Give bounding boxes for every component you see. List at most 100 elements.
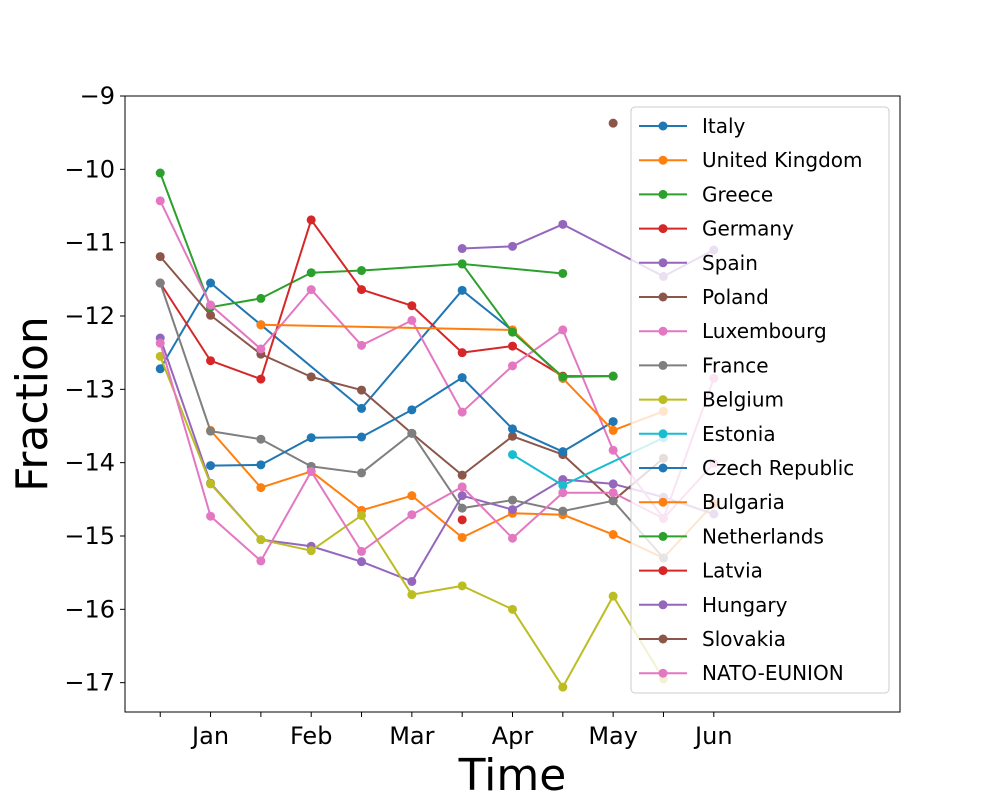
data-point	[256, 460, 266, 470]
legend-marker	[658, 155, 668, 165]
legend-item-nato-eunion: NATO-EUNION	[639, 661, 844, 685]
series-germany	[155, 215, 618, 384]
data-point	[508, 533, 517, 543]
data-point	[457, 532, 467, 542]
data-point	[508, 327, 517, 337]
x-tick-label: Apr	[492, 722, 534, 750]
legend-item-latvia: Latvia	[639, 559, 763, 583]
data-point	[357, 510, 367, 520]
data-point	[357, 468, 367, 478]
data-point	[608, 530, 618, 540]
series-line	[159, 255, 665, 502]
series-netherlands	[457, 259, 618, 382]
data-point	[357, 266, 367, 276]
legend-marker	[658, 395, 668, 405]
legend-marker	[658, 258, 668, 268]
legend-item-greece: Greece	[639, 182, 773, 206]
legend-marker	[658, 429, 668, 439]
legend-item-netherlands: Netherlands	[639, 524, 824, 548]
data-point	[508, 431, 517, 441]
legend: Italy United Kingdom Greece Germany Spain Pol…	[630, 106, 890, 694]
series-line	[159, 218, 614, 381]
series-czech-republic	[206, 373, 618, 471]
series-slovakia	[608, 118, 618, 128]
data-point	[206, 310, 216, 320]
data-point	[206, 511, 216, 521]
legend-label: Latvia	[702, 559, 763, 583]
data-point	[407, 576, 417, 586]
series-belgium	[155, 351, 668, 692]
data-point	[508, 450, 517, 460]
data-point	[608, 118, 618, 128]
data-point	[256, 320, 266, 330]
legend-marker	[658, 531, 668, 541]
data-point	[457, 285, 467, 295]
legend-label: Czech Republic	[702, 456, 854, 480]
data-point	[558, 488, 568, 498]
data-point	[306, 215, 316, 225]
data-point	[558, 268, 568, 278]
x-tick-label: Jun	[693, 722, 733, 750]
legend-label: France	[702, 353, 769, 377]
data-point	[357, 385, 367, 395]
data-point	[608, 417, 618, 427]
data-point	[407, 510, 417, 520]
data-point	[457, 407, 467, 417]
data-point	[457, 503, 467, 513]
data-point	[457, 348, 467, 358]
data-point	[407, 301, 417, 311]
legend-item-united-kingdom: United Kingdom	[639, 148, 863, 172]
data-point	[206, 300, 216, 310]
x-tick-label: Jan	[190, 722, 229, 750]
series-line	[461, 263, 614, 378]
data-point	[558, 480, 568, 490]
data-point	[457, 482, 467, 492]
legend-item-slovakia: Slovakia	[639, 627, 786, 651]
data-point	[457, 470, 467, 480]
data-point	[407, 315, 417, 325]
data-point	[357, 557, 367, 567]
data-point	[608, 445, 618, 455]
data-point	[457, 581, 467, 591]
data-point	[155, 252, 165, 262]
data-point	[457, 515, 467, 525]
data-point	[608, 371, 618, 381]
y-tick-label: −17	[64, 669, 115, 697]
data-point	[206, 426, 216, 436]
legend-marker	[658, 600, 668, 610]
data-point	[256, 535, 266, 545]
y-tick-label: −15	[64, 522, 115, 550]
data-point	[508, 505, 517, 515]
data-point	[256, 344, 266, 354]
legend-marker	[658, 566, 668, 576]
data-point	[306, 285, 316, 295]
data-point	[457, 491, 467, 501]
data-point	[457, 373, 467, 383]
legend-marker	[658, 189, 668, 199]
x-tick-label: May	[588, 722, 638, 750]
y-tick-label: −12	[64, 302, 115, 330]
legend-label: Estonia	[702, 422, 776, 446]
series-layer	[155, 118, 719, 692]
legend-marker	[658, 360, 668, 370]
legend-item-italy: Italy	[639, 114, 746, 138]
data-point	[508, 604, 517, 614]
legend-box	[630, 106, 890, 694]
data-point	[256, 374, 266, 384]
legend-item-spain: Spain	[639, 251, 758, 275]
data-point	[306, 268, 316, 278]
data-point	[306, 372, 316, 382]
legend-marker	[658, 326, 668, 336]
data-point	[155, 168, 165, 178]
data-point	[508, 495, 517, 505]
series-line	[159, 342, 715, 562]
data-point	[155, 278, 165, 288]
legend-marker	[658, 224, 668, 234]
data-point	[357, 432, 367, 442]
legend-label: Luxembourg	[702, 319, 827, 343]
legend-item-germany: Germany	[639, 217, 794, 241]
series-poland	[155, 252, 668, 506]
data-point	[306, 546, 316, 556]
data-point	[155, 196, 165, 206]
